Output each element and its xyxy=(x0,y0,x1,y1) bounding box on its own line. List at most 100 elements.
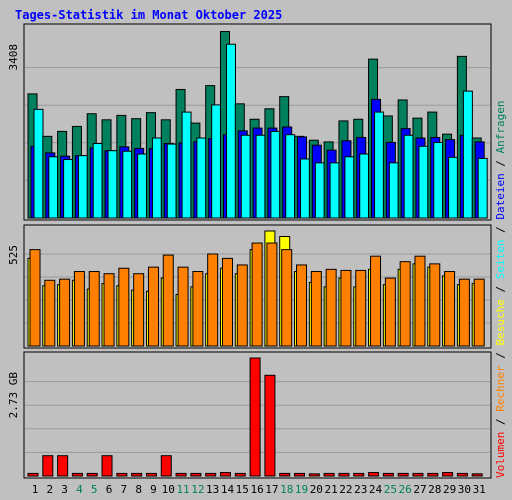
bar-rechner-day-13 xyxy=(207,253,219,347)
x-tick-day-22: 22 xyxy=(339,483,352,496)
bar-seiten-day-8 xyxy=(137,153,148,219)
bar-rechner-day-21 xyxy=(325,268,337,347)
x-tick-day-1: 1 xyxy=(32,483,39,496)
bar-volumen-day-21 xyxy=(323,472,335,477)
bar-seiten-day-29 xyxy=(448,156,459,219)
legend-separator: / xyxy=(494,346,507,366)
bar-rechner-day-11 xyxy=(177,266,189,347)
x-tick-day-7: 7 xyxy=(121,483,128,496)
x-tick-day-11: 11 xyxy=(176,483,189,496)
legend-item-dateien: Dateien xyxy=(494,173,507,219)
bar-volumen-day-7 xyxy=(116,472,128,477)
bar-rechner-day-10 xyxy=(162,254,174,347)
x-tick-day-25: 25 xyxy=(384,483,397,496)
bar-seiten-day-13 xyxy=(211,104,222,219)
bar-seiten-day-17 xyxy=(270,130,281,219)
bar-rechner-day-2 xyxy=(44,279,56,347)
x-tick-day-27: 27 xyxy=(413,483,426,496)
x-tick-day-29: 29 xyxy=(443,483,456,496)
bar-volumen-day-26 xyxy=(397,472,409,477)
x-tick-day-20: 20 xyxy=(310,483,323,496)
bar-seiten-day-19 xyxy=(300,158,311,219)
bar-seiten-day-9 xyxy=(151,137,162,219)
x-tick-day-13: 13 xyxy=(206,483,219,496)
bar-volumen-day-28 xyxy=(427,472,439,477)
x-tick-day-30: 30 xyxy=(458,483,471,496)
bar-seiten-day-20 xyxy=(314,162,325,219)
bar-seiten-day-23 xyxy=(359,153,370,219)
bar-volumen-day-13 xyxy=(205,472,217,477)
bar-seiten-day-26 xyxy=(403,134,414,219)
bar-seiten-day-2 xyxy=(48,156,59,219)
x-tick-day-16: 16 xyxy=(250,483,263,496)
bar-rechner-day-20 xyxy=(310,271,322,347)
bar-volumen-day-20 xyxy=(308,473,320,477)
bar-volumen-day-24 xyxy=(368,472,380,477)
legend-separator: / xyxy=(494,220,507,240)
x-tick-day-21: 21 xyxy=(325,483,338,496)
x-tick-day-2: 2 xyxy=(46,483,53,496)
bar-seiten-day-1 xyxy=(33,108,44,219)
legend-item-seiten: Seiten xyxy=(494,240,507,280)
bar-seiten-day-14 xyxy=(225,43,236,219)
x-tick-day-6: 6 xyxy=(106,483,113,496)
bar-rechner-day-16 xyxy=(251,242,263,347)
bar-volumen-day-22 xyxy=(338,472,350,477)
x-tick-day-26: 26 xyxy=(399,483,412,496)
ymax-label-top: 3408 xyxy=(7,44,20,71)
bar-rechner-day-31 xyxy=(473,278,485,347)
bar-seiten-day-3 xyxy=(63,159,74,219)
x-tick-day-10: 10 xyxy=(162,483,175,496)
bar-volumen-day-2 xyxy=(42,455,54,477)
bar-rechner-day-29 xyxy=(444,271,456,347)
bar-rechner-day-8 xyxy=(133,273,145,347)
bar-rechner-day-18 xyxy=(281,249,293,347)
legend-right: Volumen / Rechner / Besuche / Seiten / D… xyxy=(494,100,507,478)
bar-volumen-day-30 xyxy=(456,472,468,477)
bar-seiten-day-10 xyxy=(166,143,177,219)
bar-rechner-day-1 xyxy=(29,249,41,347)
bar-seiten-day-16 xyxy=(255,134,266,219)
bar-seiten-day-22 xyxy=(344,156,355,219)
bar-seiten-day-21 xyxy=(329,162,340,219)
bar-rechner-day-12 xyxy=(192,271,204,347)
legend-separator: / xyxy=(494,279,507,299)
x-tick-day-14: 14 xyxy=(221,483,235,496)
bar-rechner-day-7 xyxy=(118,267,130,347)
x-tick-day-3: 3 xyxy=(61,483,68,496)
x-tick-day-5: 5 xyxy=(91,483,98,496)
bar-volumen-day-9 xyxy=(145,472,157,477)
bar-rechner-day-25 xyxy=(384,277,396,347)
bar-volumen-day-29 xyxy=(442,472,454,477)
x-tick-day-12: 12 xyxy=(191,483,204,496)
x-tick-day-31: 31 xyxy=(473,483,486,496)
bar-volumen-day-12 xyxy=(190,472,202,477)
bar-volumen-day-6 xyxy=(101,455,113,477)
bar-rechner-day-4 xyxy=(73,271,85,347)
x-tick-day-15: 15 xyxy=(236,483,249,496)
bar-seiten-day-11 xyxy=(181,111,192,219)
bar-seiten-day-18 xyxy=(285,134,296,219)
x-tick-day-23: 23 xyxy=(354,483,367,496)
bar-rechner-day-19 xyxy=(296,264,308,347)
x-tick-day-18: 18 xyxy=(280,483,293,496)
panel-frame-middle xyxy=(23,224,492,349)
bar-seiten-day-7 xyxy=(122,150,133,219)
bar-seiten-day-30 xyxy=(462,90,473,219)
legend-item-anfragen: Anfragen xyxy=(494,100,507,153)
bar-seiten-day-6 xyxy=(107,150,118,219)
bar-rechner-day-14 xyxy=(221,257,233,347)
panel-frame-top xyxy=(23,23,492,221)
ymax-label-bottom: 2.73 GB xyxy=(7,372,20,419)
bar-rechner-day-28 xyxy=(429,263,441,347)
bar-volumen-day-3 xyxy=(57,455,69,477)
bar-volumen-day-25 xyxy=(382,472,394,477)
bar-volumen-day-31 xyxy=(471,473,483,477)
bar-rechner-day-22 xyxy=(340,269,352,347)
bar-volumen-day-17 xyxy=(264,374,276,477)
panel-frame-bottom xyxy=(23,351,492,479)
legend-item-rechner: Rechner xyxy=(494,365,507,412)
legend-separator: / xyxy=(494,412,507,432)
